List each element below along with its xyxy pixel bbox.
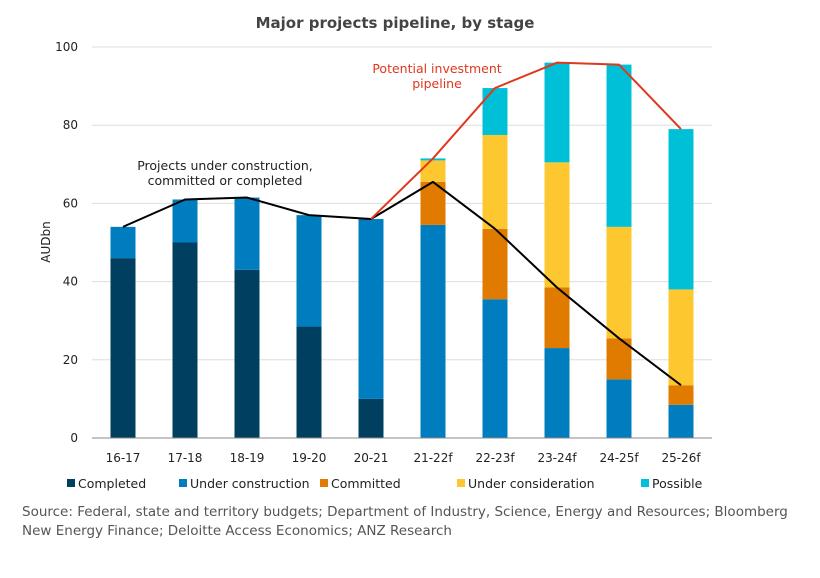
legend-item: Under construction — [179, 476, 310, 491]
bar-segment — [110, 258, 136, 438]
chart-title: Major projects pipeline, by stage — [256, 14, 535, 32]
y-tick-label: 100 — [55, 40, 78, 54]
bar-segment — [296, 215, 322, 327]
bar-segment — [544, 62, 570, 163]
annotation: Projects under construction, committed or… — [137, 158, 313, 188]
x-tick-label: 19-20 — [292, 451, 327, 465]
y-axis-label: AUDbn — [39, 221, 53, 262]
x-tick-label: 21-22f — [413, 451, 453, 465]
bar-segment — [482, 88, 508, 135]
bar-segment — [296, 326, 322, 438]
y-tick-label: 20 — [63, 353, 78, 367]
bars — [110, 62, 694, 438]
legend: Completed Under construction Committed Unde… — [67, 476, 703, 491]
legend-label: Under construction — [190, 476, 310, 491]
bar-segment — [668, 289, 694, 386]
bar-segment — [668, 404, 694, 438]
legend-item: Possible — [641, 476, 703, 491]
series-line — [122, 180, 682, 387]
source-note: Source: Federal, state and territory bud… — [22, 504, 788, 539]
bar-segment — [606, 64, 632, 227]
y-tick-label: 80 — [63, 118, 78, 132]
legend-label: Completed — [78, 476, 146, 491]
annotations: Projects under construction, committed or… — [137, 61, 502, 188]
bar-segment — [358, 398, 384, 438]
bar-segment — [110, 226, 136, 259]
y-tick-label: 60 — [63, 196, 78, 210]
legend-item: Committed — [320, 476, 401, 491]
bar-segment — [606, 226, 632, 339]
x-tick-label: 20-21 — [354, 451, 389, 465]
bar-segment — [482, 228, 508, 300]
y-tick-labels: 0 20 40 60 80 100 — [55, 40, 78, 445]
chart: Major projects pipeline, by stage 0 20 40 6… — [39, 14, 712, 491]
bar-segment — [606, 379, 632, 438]
legend-item: Under consideration — [457, 476, 595, 491]
x-tick-label: 18-19 — [230, 451, 265, 465]
bar-segment — [482, 134, 508, 229]
bar-segment — [234, 269, 260, 438]
legend-swatch — [179, 479, 187, 487]
bar-segment — [544, 348, 570, 438]
bar-segment — [420, 224, 446, 438]
legend-swatch — [320, 479, 328, 487]
legend-item: Completed — [67, 476, 146, 491]
bar-segment — [544, 287, 570, 349]
x-tick-labels: 16-17 17-18 18-19 19-20 20-21 21-22f 22-23f 23-… — [106, 451, 702, 465]
legend-swatch — [641, 479, 649, 487]
bar-segment — [482, 299, 508, 438]
bar-segment — [358, 219, 384, 399]
x-tick-label: 24-25f — [599, 451, 639, 465]
legend-swatch — [457, 479, 465, 487]
legend-swatch — [67, 479, 75, 487]
annotation: Potential investment pipeline — [372, 61, 501, 91]
bar-segment — [172, 242, 198, 438]
series-line — [370, 61, 682, 220]
x-tick-label: 25-26f — [661, 451, 701, 465]
legend-label: Under consideration — [468, 476, 595, 491]
bar-segment — [234, 197, 260, 270]
x-tick-label: 16-17 — [106, 451, 141, 465]
lines — [122, 61, 682, 387]
x-tick-label: 22-23f — [475, 451, 515, 465]
y-tick-label: 0 — [70, 431, 78, 445]
y-tick-label: 40 — [63, 275, 78, 289]
bar-segment — [172, 199, 198, 243]
bar-segment — [668, 385, 694, 405]
bar-segment — [420, 160, 446, 182]
legend-label: Committed — [331, 476, 401, 491]
x-tick-label: 17-18 — [168, 451, 203, 465]
bar-segment — [544, 162, 570, 288]
legend-label: Possible — [652, 476, 703, 491]
bar-segment — [668, 129, 694, 290]
x-tick-label: 23-24f — [537, 451, 577, 465]
